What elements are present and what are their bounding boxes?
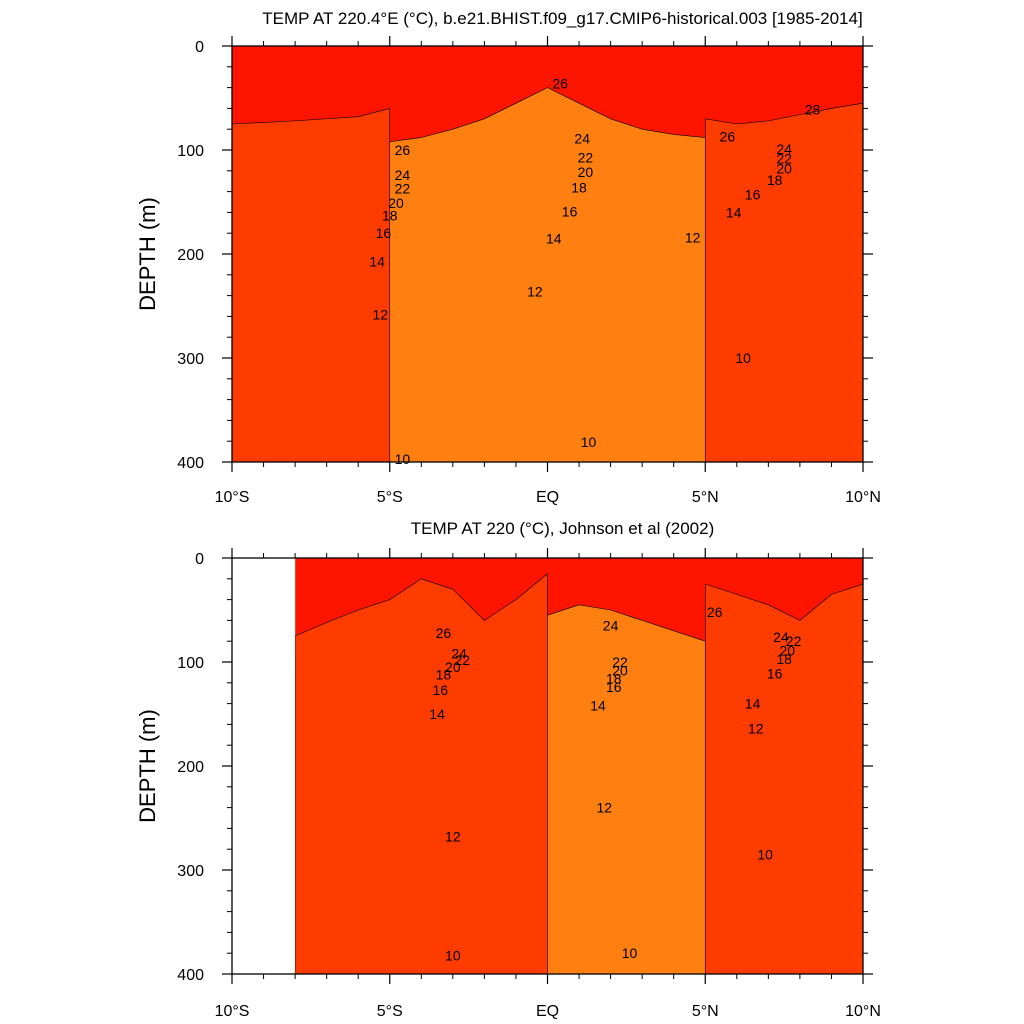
top-contour-label-9: 12 — [372, 306, 388, 322]
top-contour-label-15: 14 — [546, 230, 562, 246]
bottom-ytick-label-4: 400 — [177, 967, 204, 984]
bottom-contour-label-5: 16 — [432, 682, 448, 698]
top-contour-label-4: 22 — [395, 180, 411, 196]
bottom-chart-title: TEMP AT 220 (°C), Johnson et al (2002) — [411, 519, 715, 538]
bottom-contour-label-18: 24 — [773, 629, 789, 645]
top-contour-label-5: 20 — [388, 195, 404, 211]
top-chart-title: TEMP AT 220.4°E (°C), b.e21.BHIST.f09_g1… — [262, 9, 862, 28]
bottom-contour-label-17: 26 — [707, 604, 723, 620]
top-ytick-label-3: 300 — [177, 351, 204, 368]
bottom-xtick-label-3: 5°N — [692, 1003, 719, 1020]
top-contour-label-12: 20 — [578, 164, 594, 180]
bottom-contour-label-19: 22 — [786, 633, 802, 649]
bottom-contour-label-14: 14 — [590, 698, 606, 714]
top-contour-label-21: 18 — [767, 172, 783, 188]
bottom-contour-label-16: 10 — [622, 945, 638, 961]
top-contour-label-24: 12 — [685, 229, 701, 245]
top-contour-label-23: 14 — [726, 204, 742, 220]
bottom-contour-label-1: 24 — [451, 646, 467, 662]
top-xtick-label-3: 5°N — [692, 489, 719, 506]
bottom-contour-label-9: 24 — [603, 618, 619, 634]
top-contour-label-7: 16 — [376, 225, 392, 241]
top-band-t27-0 — [232, 108, 391, 462]
bottom-contour-label-15: 12 — [597, 800, 613, 816]
top-contour-label-16: 12 — [527, 283, 543, 299]
top-xtick-label-0: 10°S — [215, 489, 250, 506]
bottom-contour-label-23: 14 — [745, 696, 761, 712]
bottom-xtick-label-2: EQ — [536, 1003, 559, 1020]
bottom-ytick-label-3: 300 — [177, 863, 204, 880]
top-ytick-label-1: 100 — [177, 143, 204, 160]
bottom-contour-label-20: 20 — [779, 643, 795, 659]
top-contour-label-22: 16 — [745, 187, 761, 203]
top-contour-label-11: 22 — [578, 149, 594, 165]
top-panel: 2628262422201816141224222018161412262422… — [135, 9, 881, 506]
bottom-panel: 2624222018161412102422201816141210262422… — [135, 519, 881, 1020]
top-contour-label-19: 22 — [776, 150, 792, 166]
bottom-contour-label-12: 18 — [606, 671, 622, 687]
top-contour-label-18: 24 — [776, 141, 792, 157]
bottom-contour-label-22: 16 — [767, 665, 783, 681]
bottom-contour-label-3: 20 — [445, 659, 461, 675]
bottom-contour-label-13: 16 — [606, 679, 622, 695]
top-contour-label-10: 24 — [574, 131, 590, 147]
bottom-contour-label-24: 12 — [748, 721, 764, 737]
top-ytick-label-2: 200 — [177, 247, 204, 264]
bottom-contour-label-6: 14 — [429, 706, 445, 722]
top-band-t27-1 — [704, 102, 863, 462]
top-xtick-label-4: 10°N — [845, 489, 881, 506]
top-xtick-label-2: EQ — [536, 489, 559, 506]
top-contour-label-2: 26 — [395, 142, 411, 158]
bottom-contour-label-21: 18 — [776, 651, 792, 667]
bottom-y-axis-label: DEPTH (m) — [135, 709, 160, 823]
top-contour-label-20: 20 — [776, 161, 792, 177]
top-y-axis-label: DEPTH (m) — [135, 197, 160, 311]
bottom-contour-field — [295, 558, 864, 974]
bottom-contour-label-2: 22 — [455, 652, 471, 668]
bottom-contour-label-4: 18 — [436, 666, 452, 682]
top-contour-label-27: 10 — [395, 451, 411, 467]
bottom-contour-label-0: 26 — [436, 625, 452, 641]
bottom-contour-label-8: 10 — [445, 947, 461, 963]
top-contour-label-0: 26 — [552, 75, 568, 91]
bottom-ytick-label-0: 0 — [195, 551, 204, 568]
top-contour-label-17: 26 — [720, 128, 736, 144]
bottom-contour-label-7: 12 — [445, 829, 461, 845]
top-contour-field — [232, 46, 863, 462]
top-contour-label-8: 14 — [369, 253, 385, 269]
top-contour-label-14: 16 — [562, 203, 578, 219]
top-xtick-label-1: 5°S — [377, 489, 403, 506]
top-contour-label-3: 24 — [395, 167, 411, 183]
top-ytick-label-0: 0 — [195, 39, 204, 56]
top-contour-label-1: 28 — [805, 101, 821, 117]
bottom-contour-label-10: 22 — [612, 654, 628, 670]
bottom-ytick-label-2: 200 — [177, 759, 204, 776]
bottom-ytick-label-1: 100 — [177, 655, 204, 672]
top-contour-label-25: 10 — [735, 350, 751, 366]
bottom-contour-label-25: 10 — [757, 846, 773, 862]
top-contour-label-26: 10 — [581, 434, 597, 450]
bottom-contour-label-11: 20 — [612, 662, 628, 678]
bottom-xtick-label-0: 10°S — [215, 1003, 250, 1020]
top-contour-label-6: 18 — [382, 208, 398, 224]
bottom-band-t27-0 — [295, 573, 548, 974]
bottom-xtick-label-4: 10°N — [845, 1003, 881, 1020]
top-ytick-label-4: 400 — [177, 455, 204, 472]
bottom-xtick-label-1: 5°S — [377, 1003, 403, 1020]
top-contour-label-13: 18 — [571, 179, 587, 195]
